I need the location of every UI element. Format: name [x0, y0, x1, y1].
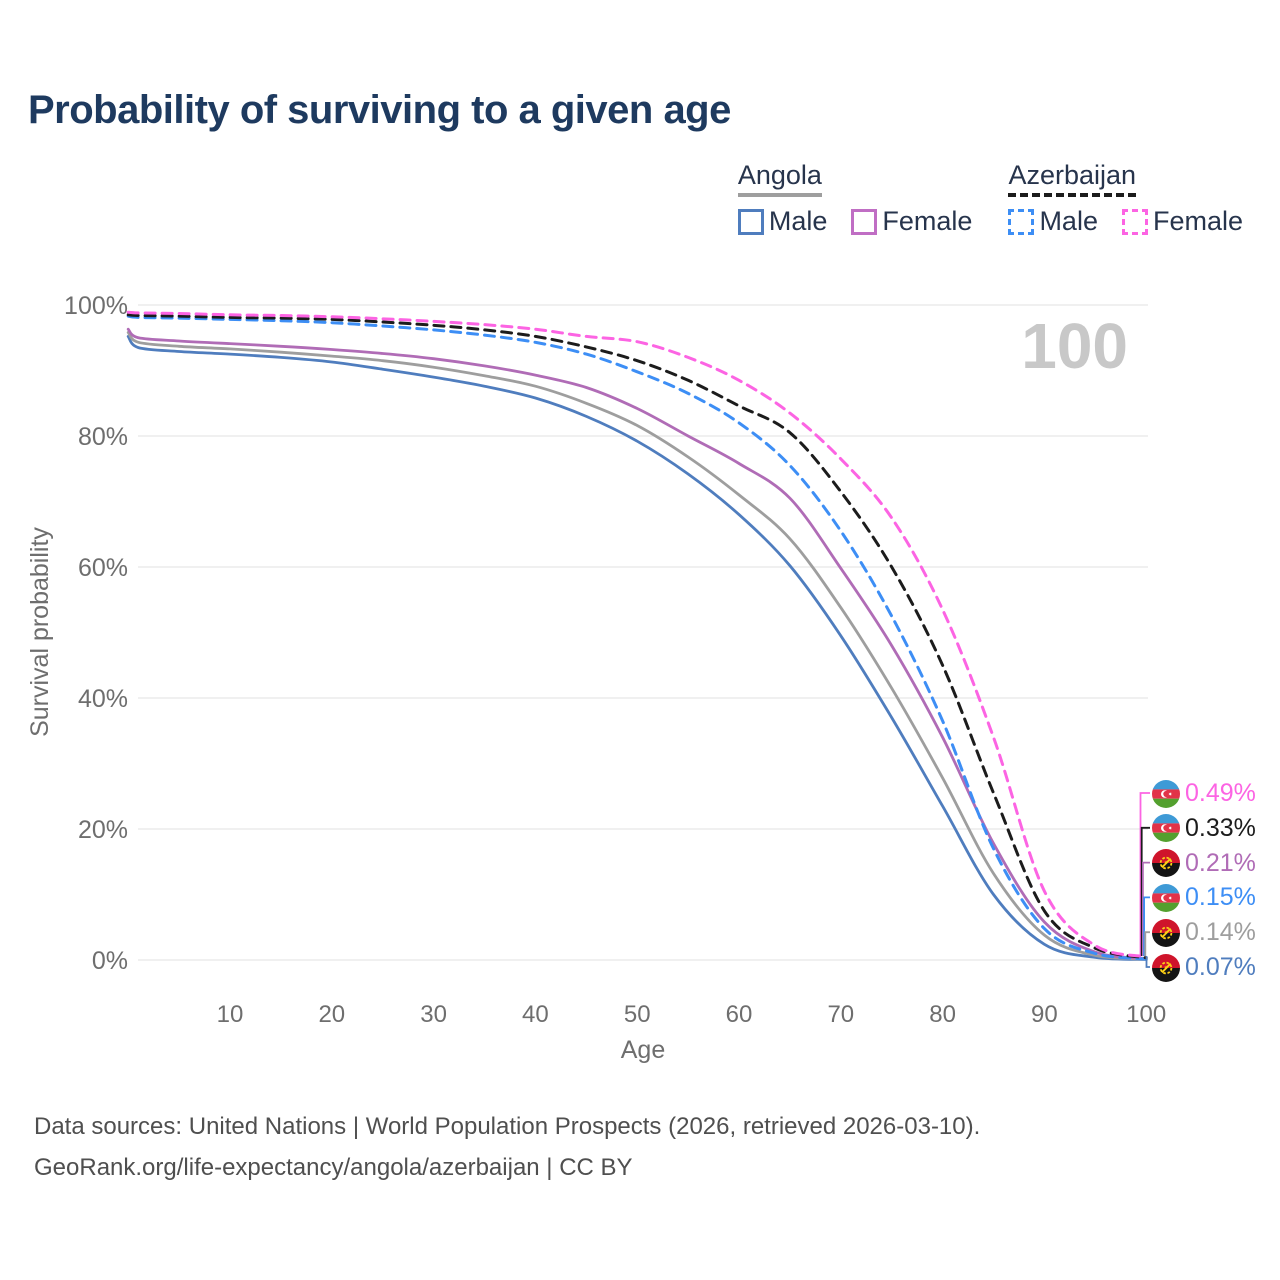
legend-swatch-azerbaijan-female [1121, 208, 1148, 235]
legend-label: Female [882, 206, 973, 237]
x-axis-title: Age [621, 1036, 665, 1064]
footer-note: Data sources: United Nations | World Pop… [34, 1106, 980, 1188]
legend: Angola Male Female Azerbaijan Male Female [737, 161, 1243, 237]
x-tick-label: 70 [827, 1001, 854, 1028]
legend-label: Male [768, 206, 828, 237]
leader-line-azerbaijan-both [1140, 826, 1150, 956]
y-tick-label: 80% [78, 423, 128, 451]
legend-item-azerbaijan-female[interactable]: Female [1121, 206, 1243, 237]
x-tick-label: 30 [420, 1001, 447, 1028]
leader-line-angola-female [1142, 861, 1150, 956]
y-tick-label: 40% [78, 685, 128, 713]
x-tick-label: 60 [726, 1001, 753, 1028]
series-line-azerbaijan-both [126, 313, 1148, 960]
y-tick-label: 20% [78, 816, 128, 844]
legend-swatch-angola-female [851, 208, 878, 235]
y-tick-label: 100% [64, 292, 128, 320]
series-line-azerbaijan-male [126, 314, 1148, 961]
series-line-angola-both [126, 331, 1148, 961]
legend-swatch-angola-male [737, 208, 764, 235]
series-line-angola-male [126, 335, 1148, 961]
x-tick-label: 80 [929, 1001, 956, 1028]
legend-country-angola[interactable]: Angola [737, 161, 822, 198]
legend-item-angola-female[interactable]: Female [851, 206, 972, 237]
leader-line-azerbaijan-male [1143, 896, 1150, 956]
legend-label: Male [1039, 206, 1098, 237]
y-axis-title: Survival probability [26, 527, 54, 737]
leader-line-azerbaijan-female [1139, 792, 1150, 956]
legend-group-azerbaijan: Azerbaijan Male Female [1008, 161, 1243, 237]
legend-item-azerbaijan-male[interactable]: Male [1008, 206, 1098, 237]
legend-label: Female [1152, 206, 1243, 237]
page-title: Probability of surviving to a given age [28, 88, 731, 132]
source-url-line: GeoRank.org/life-expectancy/angola/azerb… [34, 1154, 633, 1181]
x-tick-label: 50 [624, 1001, 651, 1028]
series-line-angola-female [126, 327, 1148, 960]
hover-age-watermark: 100 [1021, 310, 1128, 382]
x-tick-label: 90 [1031, 1001, 1058, 1028]
legend-group-angola: Angola Male Female [737, 161, 972, 237]
x-tick-label: 20 [318, 1001, 345, 1028]
y-tick-label: 0% [92, 947, 128, 975]
data-sources-line: Data sources: United Nations | World Pop… [34, 1113, 981, 1140]
legend-country-azerbaijan[interactable]: Azerbaijan [1008, 161, 1137, 198]
legend-item-angola-male[interactable]: Male [737, 206, 828, 237]
series-line-azerbaijan-female [126, 310, 1148, 959]
leader-line-angola-male [1145, 956, 1150, 968]
x-tick-label: 10 [217, 1001, 244, 1028]
leader-line-angola-both [1144, 931, 1150, 956]
x-tick-label: 40 [522, 1001, 549, 1028]
x-tick-label: 100 [1126, 1001, 1166, 1028]
y-tick-label: 60% [78, 554, 128, 582]
legend-swatch-azerbaijan-male [1008, 208, 1035, 235]
